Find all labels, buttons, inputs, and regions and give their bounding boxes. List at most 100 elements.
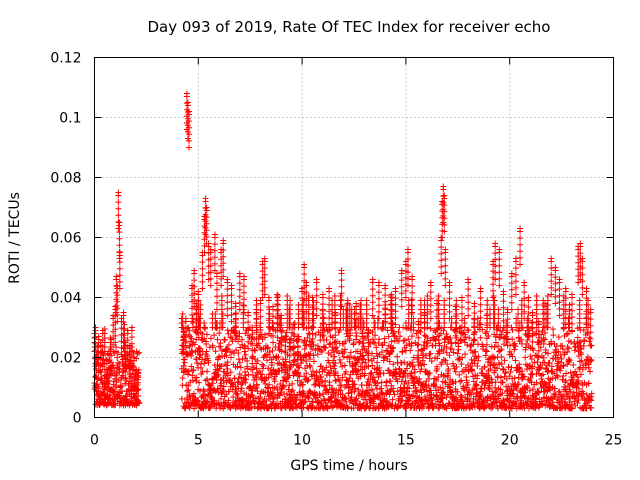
data-point [319, 301, 326, 308]
data-point [203, 399, 210, 406]
data-point [201, 360, 208, 367]
data-point [286, 336, 293, 343]
data-point [277, 405, 284, 412]
data-point [374, 359, 381, 366]
data-point [387, 378, 394, 385]
data-point [483, 312, 490, 319]
data-point [392, 314, 399, 321]
data-point [434, 307, 441, 314]
data-point [278, 328, 285, 335]
data-point [270, 353, 277, 360]
data-point [410, 379, 417, 386]
x-tick-label: 25 [605, 433, 623, 449]
data-point [527, 353, 534, 360]
data-point [550, 326, 557, 333]
data-point [182, 315, 189, 322]
data-point [134, 376, 141, 383]
data-point [345, 383, 352, 390]
data-point [406, 395, 413, 402]
data-point [181, 359, 188, 366]
data-point [293, 396, 300, 403]
data-point [375, 336, 382, 343]
data-point [398, 303, 405, 310]
data-point [375, 405, 382, 412]
data-point [234, 363, 241, 370]
data-point [376, 367, 383, 374]
data-point [190, 366, 197, 373]
data-point [466, 335, 473, 342]
data-point [223, 362, 230, 369]
data-point [512, 357, 519, 364]
data-point [236, 359, 243, 366]
data-point [477, 285, 484, 292]
data-point [225, 388, 232, 395]
data-point [470, 331, 477, 338]
data-point [224, 345, 231, 352]
data-point [306, 362, 313, 369]
data-point [343, 330, 350, 337]
data-point [579, 291, 586, 298]
data-point [365, 380, 372, 387]
data-point [351, 388, 358, 395]
data-point [307, 364, 314, 371]
data-point [309, 335, 316, 342]
data-point [316, 382, 323, 389]
data-point [482, 347, 489, 354]
data-point [201, 388, 208, 395]
data-point [423, 352, 430, 359]
data-point [305, 392, 312, 399]
data-point [262, 380, 269, 387]
data-point [427, 279, 434, 286]
data-point [352, 385, 359, 392]
data-point [341, 362, 348, 369]
data-point [534, 359, 541, 366]
data-point [409, 392, 416, 399]
data-point [408, 370, 415, 377]
data-point [375, 308, 382, 315]
data-point [326, 341, 333, 348]
data-point [264, 344, 271, 351]
data-point [491, 344, 498, 351]
y-tick-label: 0.04 [50, 291, 81, 307]
data-point [446, 279, 453, 286]
data-point [380, 357, 387, 364]
data-point [317, 363, 324, 370]
data-point [301, 346, 308, 353]
data-point [370, 338, 377, 345]
data-point [397, 333, 404, 340]
data-point [323, 324, 330, 331]
data-point [113, 372, 120, 379]
data-point [242, 376, 249, 383]
data-point [386, 358, 393, 365]
data-point [398, 397, 405, 404]
data-point [440, 183, 447, 190]
data-point [338, 283, 345, 290]
data-point [368, 386, 375, 393]
data-point [222, 400, 229, 407]
data-point [570, 362, 577, 369]
x-tick-label: 5 [194, 433, 203, 449]
data-point [477, 314, 484, 321]
data-point [197, 352, 204, 359]
data-point [309, 323, 316, 330]
data-point [351, 381, 358, 388]
data-point [391, 391, 398, 398]
data-point [116, 259, 123, 266]
data-point [427, 315, 434, 322]
data-point [492, 240, 499, 247]
data-point [126, 402, 133, 409]
data-point [339, 363, 346, 370]
data-point [496, 262, 503, 269]
data-point [383, 347, 390, 354]
data-point [113, 273, 120, 280]
data-point [240, 283, 247, 290]
data-point [388, 307, 395, 314]
data-point [483, 341, 490, 348]
data-point [306, 356, 313, 363]
data-point [398, 267, 405, 274]
data-point [583, 285, 590, 292]
data-point [289, 387, 296, 394]
data-point [359, 330, 366, 337]
data-point [576, 297, 583, 304]
data-point [517, 225, 524, 232]
